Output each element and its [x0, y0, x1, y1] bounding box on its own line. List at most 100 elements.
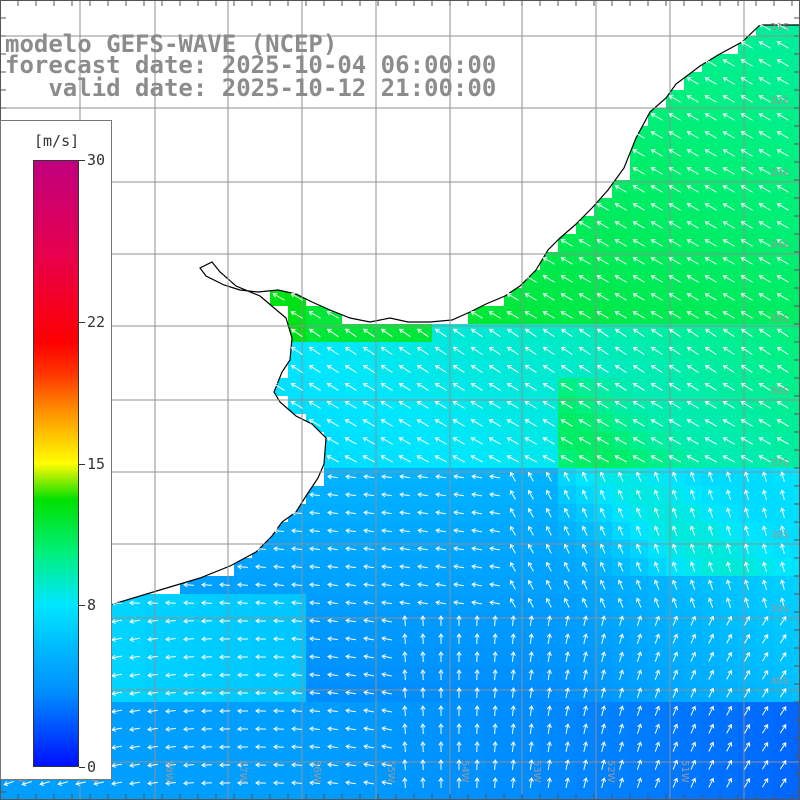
wind-arrow: [327, 600, 339, 606]
wind-arrow: [545, 525, 552, 536]
wind-arrow: [546, 759, 552, 771]
wind-arrow: [704, 221, 717, 229]
wind-arrow: [416, 364, 429, 373]
wind-cell: [270, 792, 288, 800]
wind-arrow: [690, 687, 697, 698]
wind-arrow: [740, 149, 753, 157]
wind-arrow: [309, 510, 321, 516]
wind-arrow: [326, 383, 339, 391]
wind-cell: [792, 234, 800, 252]
wind-arrow: [726, 723, 733, 734]
wind-cell: [792, 414, 800, 432]
wind-cell: [792, 594, 800, 612]
wind-cell: [792, 630, 800, 648]
wind-arrow: [345, 618, 357, 624]
wind-arrow: [474, 615, 480, 627]
wind-arrow: [758, 23, 771, 31]
wind-cell: [108, 792, 126, 800]
wind-arrow: [707, 471, 714, 482]
wind-arrow: [722, 167, 735, 175]
wind-arrow: [474, 651, 480, 663]
wind-arrow: [601, 777, 606, 788]
wind-cell: [792, 450, 800, 468]
wind-arrow: [147, 744, 159, 750]
wind-arrow: [489, 528, 501, 534]
wind-cell: [792, 54, 800, 72]
wind-arrow: [650, 328, 663, 338]
wind-arrow: [381, 600, 393, 606]
wind-arrow: [345, 510, 357, 516]
wind-arrow: [686, 437, 699, 445]
wind-arrow: [416, 419, 429, 427]
wind-arrow: [779, 616, 787, 626]
wind-arrow: [506, 383, 519, 391]
wind-arrow: [601, 669, 606, 680]
wind-arrow: [689, 597, 696, 608]
wind-arrow: [488, 401, 501, 409]
wind-arrow: [654, 615, 661, 626]
wind-arrow: [650, 401, 663, 409]
wind-arrow: [291, 690, 303, 696]
wind-arrow: [542, 437, 555, 445]
wind-arrow: [740, 275, 753, 283]
wind-arrow: [704, 149, 717, 157]
wind-arrow: [308, 311, 321, 319]
wind-arrow: [563, 471, 570, 482]
wind-arrow: [524, 401, 537, 409]
wind-arrow: [740, 293, 753, 301]
wind-arrow: [596, 364, 609, 373]
wind-arrow: [671, 597, 678, 608]
wind-arrow: [21, 780, 32, 787]
wind-arrow: [671, 543, 678, 554]
wind-cell: [288, 792, 306, 800]
wind-arrow: [345, 762, 357, 768]
wind-arrow: [380, 328, 393, 338]
wind-arrow: [578, 364, 591, 373]
wind-arrow: [147, 600, 159, 606]
wind-arrow: [309, 492, 321, 498]
wind-arrow: [417, 492, 429, 498]
wind-arrow: [381, 636, 393, 642]
wind-arrow: [601, 741, 606, 752]
wind-arrow: [453, 600, 465, 606]
wind-arrow: [272, 383, 285, 391]
wind-arrow: [380, 401, 393, 409]
wind-arrow: [363, 744, 375, 750]
wind-arrow: [111, 762, 123, 768]
wind-arrow: [776, 41, 789, 49]
wind-arrow: [111, 780, 123, 786]
wind-arrow: [255, 654, 267, 660]
wind-arrow: [725, 597, 732, 608]
wind-arrow: [599, 597, 606, 608]
wind-arrow: [434, 383, 447, 391]
wind-arrow: [740, 239, 753, 247]
wind-arrow: [290, 346, 303, 356]
wind-arrow: [456, 651, 462, 663]
wind-arrow: [668, 455, 681, 463]
wind-arrow: [744, 669, 751, 680]
wind-arrow: [327, 582, 339, 588]
lon-label: 55W: [385, 760, 396, 783]
wind-arrow: [129, 636, 141, 642]
wind-arrow: [636, 687, 643, 698]
wind-arrow: [704, 419, 717, 427]
wind-arrow: [596, 437, 609, 445]
wind-arrow: [704, 203, 717, 211]
wind-arrow: [743, 489, 749, 500]
wind-cell: [720, 792, 738, 800]
wind-arrow: [290, 383, 303, 391]
wind-arrow: [614, 346, 627, 356]
wind-arrow: [363, 726, 375, 732]
wind-arrow: [291, 780, 303, 786]
wind-arrow: [653, 507, 660, 518]
wind-arrow: [650, 311, 663, 319]
wind-arrow: [165, 780, 177, 786]
wind-arrow: [779, 670, 787, 680]
wind-arrow: [435, 600, 447, 606]
wind-arrow: [780, 543, 785, 554]
wind-arrow: [761, 633, 769, 644]
wind-arrow: [344, 383, 357, 391]
wind-arrow: [237, 780, 249, 786]
wind-arrow: [402, 615, 408, 627]
